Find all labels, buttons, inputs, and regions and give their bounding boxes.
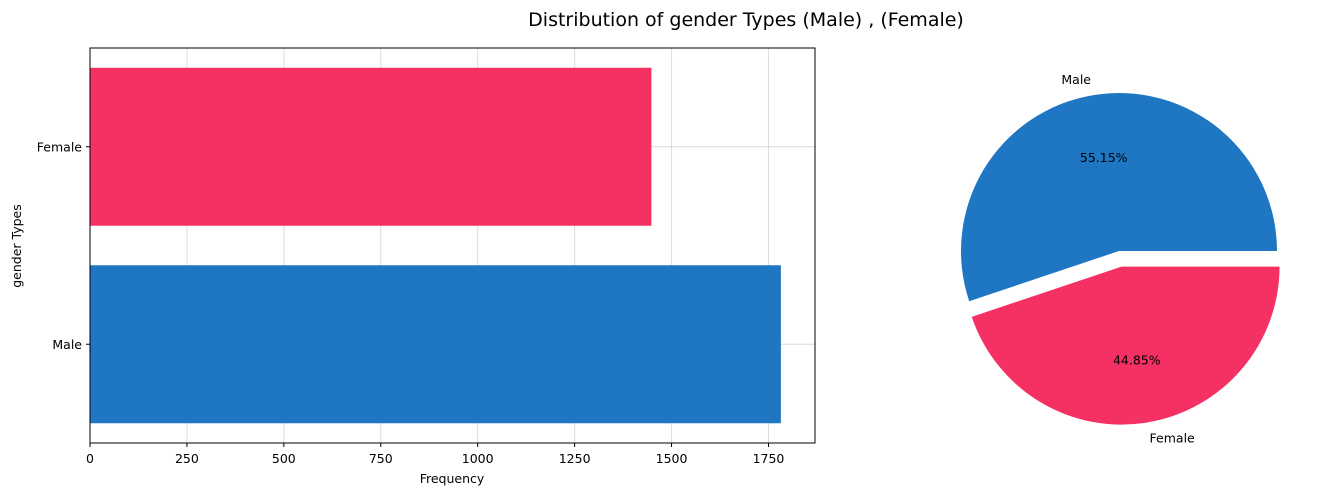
x-tick-label: 500	[272, 451, 296, 466]
y-axis-label: gender Types	[9, 204, 24, 288]
x-axis-label: Frequency	[420, 471, 485, 486]
bar-female	[90, 67, 652, 226]
pie-slice-male	[960, 92, 1277, 302]
bar-chart: 0 250 500 750 1000 1250 1500 1750 Male Female Fr…	[9, 47, 816, 486]
pie-label-male: Male	[1061, 72, 1091, 87]
x-tick-label: 250	[175, 451, 199, 466]
bar-male	[90, 265, 781, 424]
y-tick-label: Male	[52, 337, 82, 352]
bar-series	[90, 67, 781, 424]
figure-title: Distribution of gender Types (Male) , (F…	[528, 9, 964, 31]
bar-axes-frame	[89, 47, 816, 444]
pie-chart: Male 55.15% Female 44.85%	[960, 72, 1280, 446]
x-tick-label: 1750	[753, 451, 785, 466]
y-ticks: Male Female	[37, 139, 90, 352]
pie-pct-label: 55.15%	[1080, 150, 1128, 165]
x-tick-label: 750	[369, 451, 393, 466]
pie-pct-label: 44.85%	[1113, 353, 1161, 368]
y-tick-label: Female	[37, 139, 83, 154]
x-tick-label: 1250	[559, 451, 591, 466]
x-tick-label: 1000	[462, 451, 494, 466]
x-tick-label: 1500	[656, 451, 688, 466]
pie-label-female: Female	[1150, 431, 1196, 446]
x-ticks: 0 250 500 750 1000 1250 1500 1750	[86, 443, 784, 466]
x-tick-label: 0	[86, 451, 94, 466]
pie-slice-female	[971, 266, 1280, 425]
